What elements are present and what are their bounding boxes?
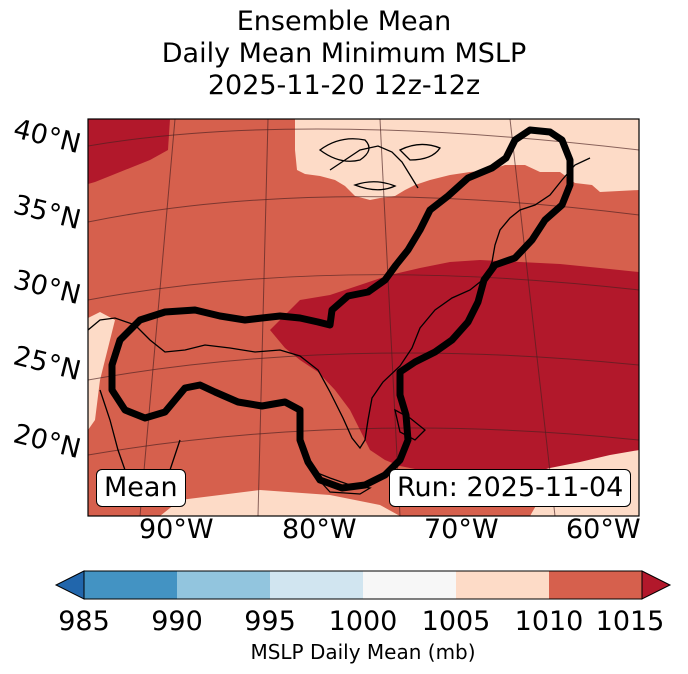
colorbar-tick-985: 985 [58, 606, 110, 637]
colorbar-label: MSLP Daily Mean (mb) [250, 640, 476, 664]
colorbar-segment-1005 [456, 571, 549, 599]
coastline [88, 138, 591, 495]
colorbar-segment-1010 [549, 571, 642, 599]
colorbar-tick-1015: 1015 [595, 606, 665, 637]
mean-label: Mean [96, 469, 186, 507]
colorbar-tick-995: 995 [244, 606, 296, 637]
colorbar-under-arrow [54, 570, 85, 600]
colorbar-segment-1000 [363, 571, 456, 599]
field-1015-northwest [88, 119, 170, 184]
field-1005-1010-south [160, 490, 400, 516]
title-line-1: Ensemble Mean [236, 6, 452, 37]
map-frame [87, 118, 640, 517]
lon-label-80w: 80°W [282, 514, 357, 545]
lon-label-70w: 70°W [424, 514, 499, 545]
colorbar-tick-1005: 1005 [421, 606, 491, 637]
contour-outline [108, 126, 574, 492]
title-line-3: 2025-11-20 12z-12z [207, 70, 481, 101]
field-1015-main [270, 260, 639, 480]
colorbar-segment-995 [270, 571, 363, 599]
field-1005-1010-southwest [88, 312, 115, 430]
colorbar-segment-990 [177, 571, 270, 599]
colorbar-tick-990: 990 [151, 606, 203, 637]
colorbar-tick-1010: 1010 [514, 606, 584, 637]
lon-label-60w: 60°W [566, 514, 641, 545]
colorbar-over-arrow [641, 570, 672, 600]
colorbar-tick-1000: 1000 [328, 606, 398, 637]
colorbar-segment-985 [84, 571, 177, 599]
run-date-label: Run: 2025-11-04 [389, 469, 632, 507]
title-line-2: Daily Mean Minimum MSLP [161, 38, 527, 69]
lon-label-90w: 90°W [139, 514, 214, 545]
